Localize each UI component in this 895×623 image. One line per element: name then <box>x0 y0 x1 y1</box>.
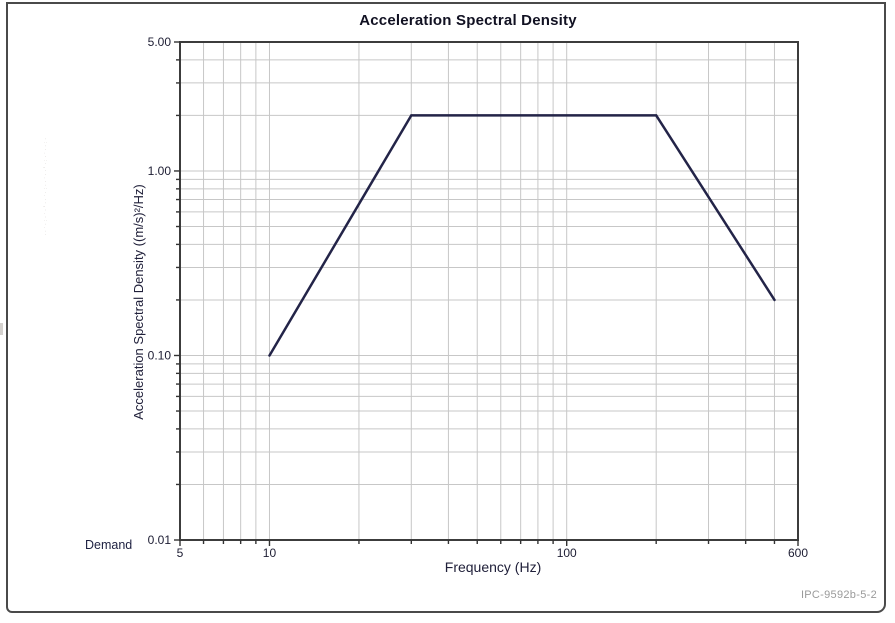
series-label-demand: Demand <box>85 538 133 552</box>
x-tick-label: 5 <box>177 546 184 560</box>
y-axis-label: Acceleration Spectral Density ((m/s)²/Hz… <box>131 184 146 420</box>
x-axis-label: Frequency (Hz) <box>444 559 542 575</box>
page-border-frame <box>6 2 886 613</box>
figure-caption: IPC-9592b-5-2 <box>800 589 877 601</box>
x-tick-label: 10 <box>263 546 277 560</box>
y-tick-label: 0.10 <box>148 348 172 362</box>
x-tick-label: 100 <box>557 546 577 560</box>
y-tick-label: 0.01 <box>148 533 172 547</box>
chart-title: Acceleration Spectral Density <box>359 12 577 29</box>
y-tick-label: 5.00 <box>148 35 172 49</box>
demand-curve <box>268 114 776 357</box>
y-tick-label: 1.00 <box>148 164 172 178</box>
margin-artifact: ·:··.·:·,··.··:·.··,·.·:·.·· <box>42 138 48 238</box>
edge-artifact <box>0 323 3 335</box>
x-tick-label: 600 <box>788 546 808 560</box>
